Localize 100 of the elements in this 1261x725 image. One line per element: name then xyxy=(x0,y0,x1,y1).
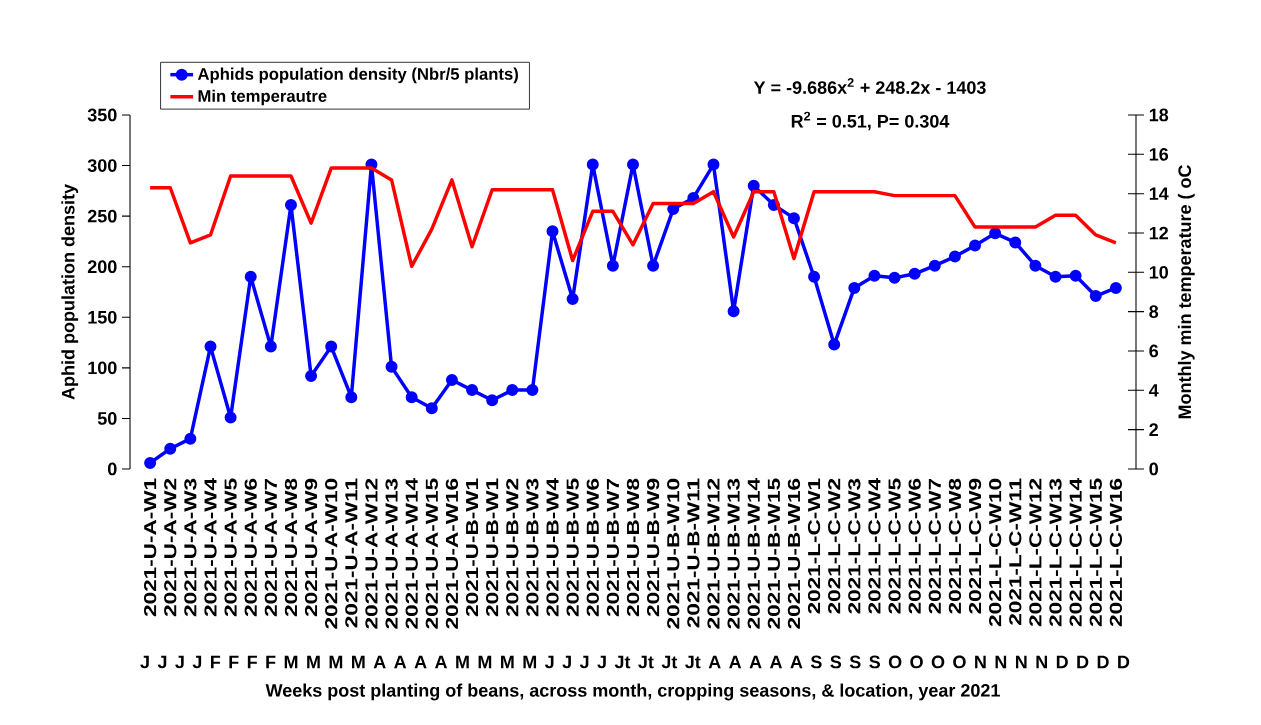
point xyxy=(204,340,217,353)
x-tick-label: 2021-L-C-W13 xyxy=(1049,478,1062,627)
x-tick-label: 2021-U-A-W6 xyxy=(244,478,257,617)
x-tick-label: 2021-U-B-W10 xyxy=(667,478,680,629)
y-tick-label: 100 xyxy=(88,361,117,375)
point xyxy=(808,270,821,283)
y-tick-label: 150 xyxy=(88,310,117,324)
point xyxy=(566,293,579,306)
x-tick-label: 2021-U-A-W16 xyxy=(445,478,459,629)
x-tick-label: 2021-U-B-W4 xyxy=(546,478,559,617)
x-tick-label: 2021-L-C-W10 xyxy=(989,478,1002,627)
x-tick-label: 2021-U-B-W16 xyxy=(787,478,801,629)
x-axis-title: Weeks post planting of beans, across month, cropping seasons, & location, year 2021 xyxy=(265,683,1000,701)
point xyxy=(184,432,197,445)
point xyxy=(405,391,418,404)
text: Y = -9.686x$^{2}$ + 248.2x - 1403 xyxy=(753,78,986,94)
y2-tick-label: 0 xyxy=(1149,462,1158,476)
point xyxy=(345,391,358,404)
y-tick-label: 0 xyxy=(108,462,117,476)
x-tick-label: 2021-L-C-W3 xyxy=(848,478,861,614)
legend-label: Aphids population density (Nbr/5 plants) xyxy=(197,67,518,84)
x-tick-label: 2021-U-A-W10 xyxy=(325,478,338,629)
point xyxy=(707,158,720,171)
point xyxy=(626,158,640,171)
point xyxy=(264,340,277,353)
x-tick-label: 2021-U-B-W12 xyxy=(707,478,720,629)
x-tick-label: 2021-U-B-W1 xyxy=(486,478,499,617)
point xyxy=(969,239,982,252)
point xyxy=(1069,269,1082,282)
x-tick-label: 2021-L-C-W7 xyxy=(928,478,941,614)
point xyxy=(989,227,1002,240)
point xyxy=(164,442,177,455)
point xyxy=(868,269,881,282)
x-tick-label: 2021-U-A-W7 xyxy=(264,478,277,617)
x-tick-label: 2021-U-B-W2 xyxy=(506,478,519,617)
x-tick-label: 2021-U-A-W12 xyxy=(365,478,378,629)
point xyxy=(506,384,519,397)
y-tick-label: 50 xyxy=(97,412,117,425)
point xyxy=(888,271,901,284)
y2-tick-label: 4 xyxy=(1148,384,1159,397)
point xyxy=(948,250,961,263)
x-tick-label: 2021-U-B-W5 xyxy=(566,478,579,617)
legend-label: Min temperautre xyxy=(198,89,327,106)
point xyxy=(727,305,740,318)
point xyxy=(144,456,157,469)
annotation: R$^{2}$ = 0.51, P= 0.304 xyxy=(791,111,950,131)
point xyxy=(325,340,338,353)
point xyxy=(486,394,499,407)
y-tick-label: 300 xyxy=(87,159,117,172)
y2-tick-label: 14 xyxy=(1149,187,1169,200)
point xyxy=(526,384,539,397)
point xyxy=(466,384,479,397)
x-tick-label: 2021-U-B-W7 xyxy=(606,478,620,617)
point xyxy=(1109,281,1122,294)
point xyxy=(787,212,800,225)
y2-tick-label: 18 xyxy=(1149,108,1169,122)
x-tick-label: 2021-L-C-W5 xyxy=(888,478,901,614)
point xyxy=(908,267,921,280)
x-tick-label: 2021-L-C-W14 xyxy=(1069,478,1082,627)
x-tick-label: 2021-U-A-W14 xyxy=(405,478,418,629)
y2-tick-label: 10 xyxy=(1149,265,1168,279)
point xyxy=(284,199,297,212)
point xyxy=(586,158,599,171)
point xyxy=(305,369,318,382)
point xyxy=(747,179,760,192)
x-tick-label: 2021-L-C-W6 xyxy=(908,478,921,614)
point xyxy=(828,338,841,351)
point xyxy=(1049,270,1062,283)
x-tick-label: 2021-U-B-W9 xyxy=(646,478,660,617)
y-tick-label: 200 xyxy=(87,260,117,274)
x-tick-label: 2021-U-B-W6 xyxy=(586,478,599,617)
point xyxy=(385,360,398,373)
x-tick-label: 2021-U-B-W14 xyxy=(747,478,760,629)
x-tick-label: 2021-U-A-W4 xyxy=(204,478,217,617)
point xyxy=(546,225,559,238)
point xyxy=(1029,259,1042,272)
y2-tick-label: 2 xyxy=(1149,423,1158,436)
y-axis-title: Aphid population density xyxy=(61,184,79,400)
x-tick-label: 2021-L-C-W9 xyxy=(968,478,982,614)
x-tick-label: 2021-U-A-W2 xyxy=(164,478,177,617)
point xyxy=(244,270,257,283)
x-tick-label: 2021-U-B-W11 xyxy=(687,478,700,628)
x-tick-label: 2021-L-C-W1 xyxy=(807,478,821,614)
x-tick-label: 2021-U-A-W13 xyxy=(385,478,398,629)
y2-tick-label: 8 xyxy=(1149,305,1159,319)
x-tick-label: 2021-U-A-W1 xyxy=(143,478,157,617)
x-tick-label: 2021-L-C-W16 xyxy=(1109,478,1122,627)
x-tick-label: 2021-U-A-W8 xyxy=(284,478,298,617)
x-tick-label: 2021-U-A-W3 xyxy=(184,478,197,617)
x-tick-label: 2021-U-B-W3 xyxy=(526,478,539,617)
point xyxy=(928,259,941,272)
x-tick-label: 2021-L-C-W12 xyxy=(1029,478,1042,627)
point xyxy=(1089,290,1102,303)
x-tick-label: 2021-L-C-W15 xyxy=(1089,478,1102,627)
point xyxy=(224,411,237,424)
x-tick-label: 2021-U-A-W9 xyxy=(304,478,318,617)
point xyxy=(647,259,660,272)
y2-axis-title: Monthly min temperature ( oC xyxy=(1177,164,1195,419)
x-tick-label: 2021-L-C-W2 xyxy=(828,478,841,614)
x-tick-label: 2021-L-C-W8 xyxy=(948,478,962,614)
